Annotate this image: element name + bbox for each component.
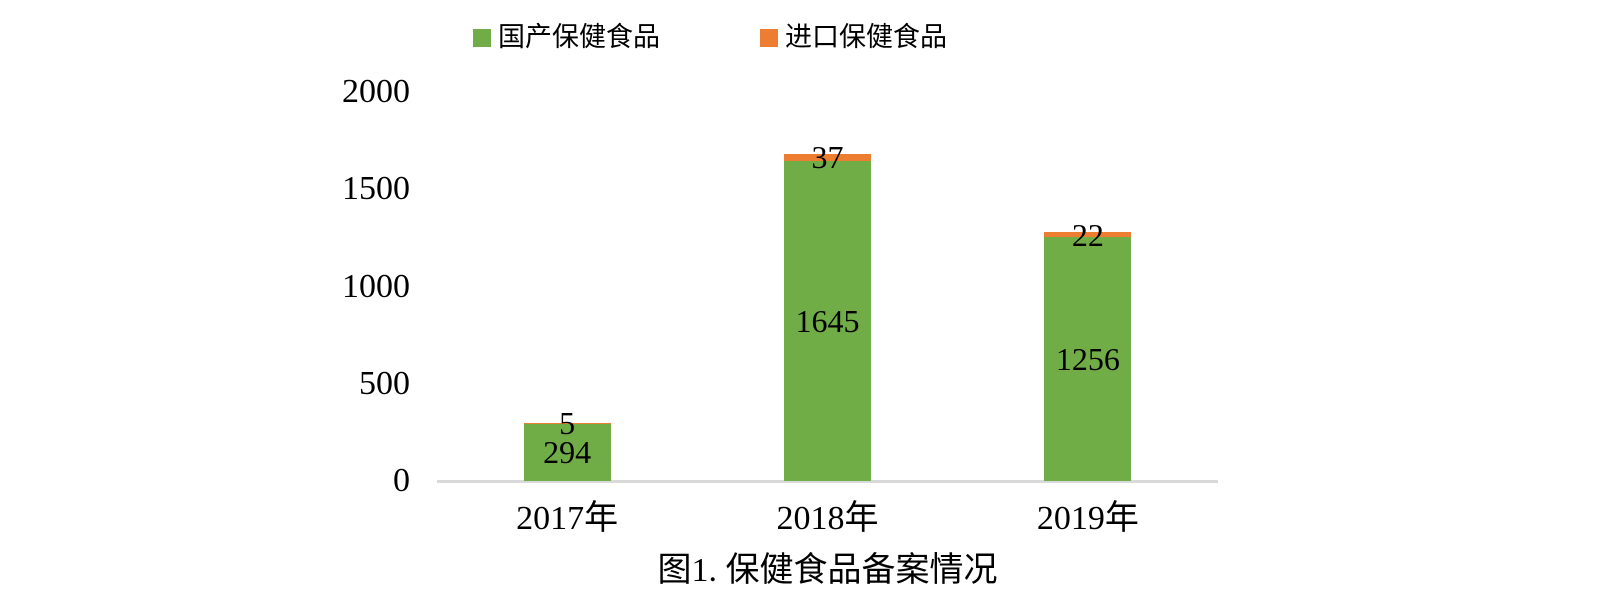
y-axis-tick-label: 1000 bbox=[342, 267, 410, 305]
bar-value-label: 37 bbox=[811, 139, 844, 176]
bar-segment-imported bbox=[523, 422, 611, 424]
x-axis-category-label: 2019年 bbox=[1036, 500, 1139, 537]
x-axis-category-label: 2017年 bbox=[516, 500, 619, 537]
bar-value-label: 294 bbox=[543, 434, 592, 471]
y-axis-tick-label: 500 bbox=[359, 364, 410, 402]
legend-label-imported: 进口保健食品 bbox=[785, 22, 947, 52]
y-axis-tick-label: 1500 bbox=[342, 170, 410, 208]
bar-value-label: 1256 bbox=[1055, 340, 1120, 377]
legend-item-domestic: 国产保健食品 bbox=[473, 24, 660, 51]
legend: 国产保健食品 进口保健食品 bbox=[473, 24, 947, 51]
bar-value-label: 5 bbox=[559, 405, 576, 442]
bar-segment-domestic bbox=[1044, 236, 1132, 481]
legend-swatch-imported-icon bbox=[760, 28, 778, 47]
bar-segment-imported bbox=[784, 153, 871, 162]
x-axis-category-label: 2018年 bbox=[776, 500, 879, 537]
bar-value-label: 22 bbox=[1071, 216, 1104, 253]
x-axis-line bbox=[437, 480, 1218, 483]
bar-segment-domestic bbox=[523, 423, 611, 481]
legend-swatch-domestic-icon bbox=[473, 28, 491, 47]
bar-value-label: 1645 bbox=[795, 303, 860, 340]
y-axis-tick-label: 2000 bbox=[342, 73, 410, 110]
bar-segment-domestic bbox=[784, 161, 871, 481]
legend-item-imported: 进口保健食品 bbox=[760, 24, 947, 51]
bar-segment-imported bbox=[1044, 232, 1132, 237]
chart-title: 图1. 保健食品备案情况 bbox=[657, 552, 998, 589]
legend-label-domestic: 国产保健食品 bbox=[498, 22, 660, 52]
y-axis-tick-label: 0 bbox=[393, 462, 410, 499]
